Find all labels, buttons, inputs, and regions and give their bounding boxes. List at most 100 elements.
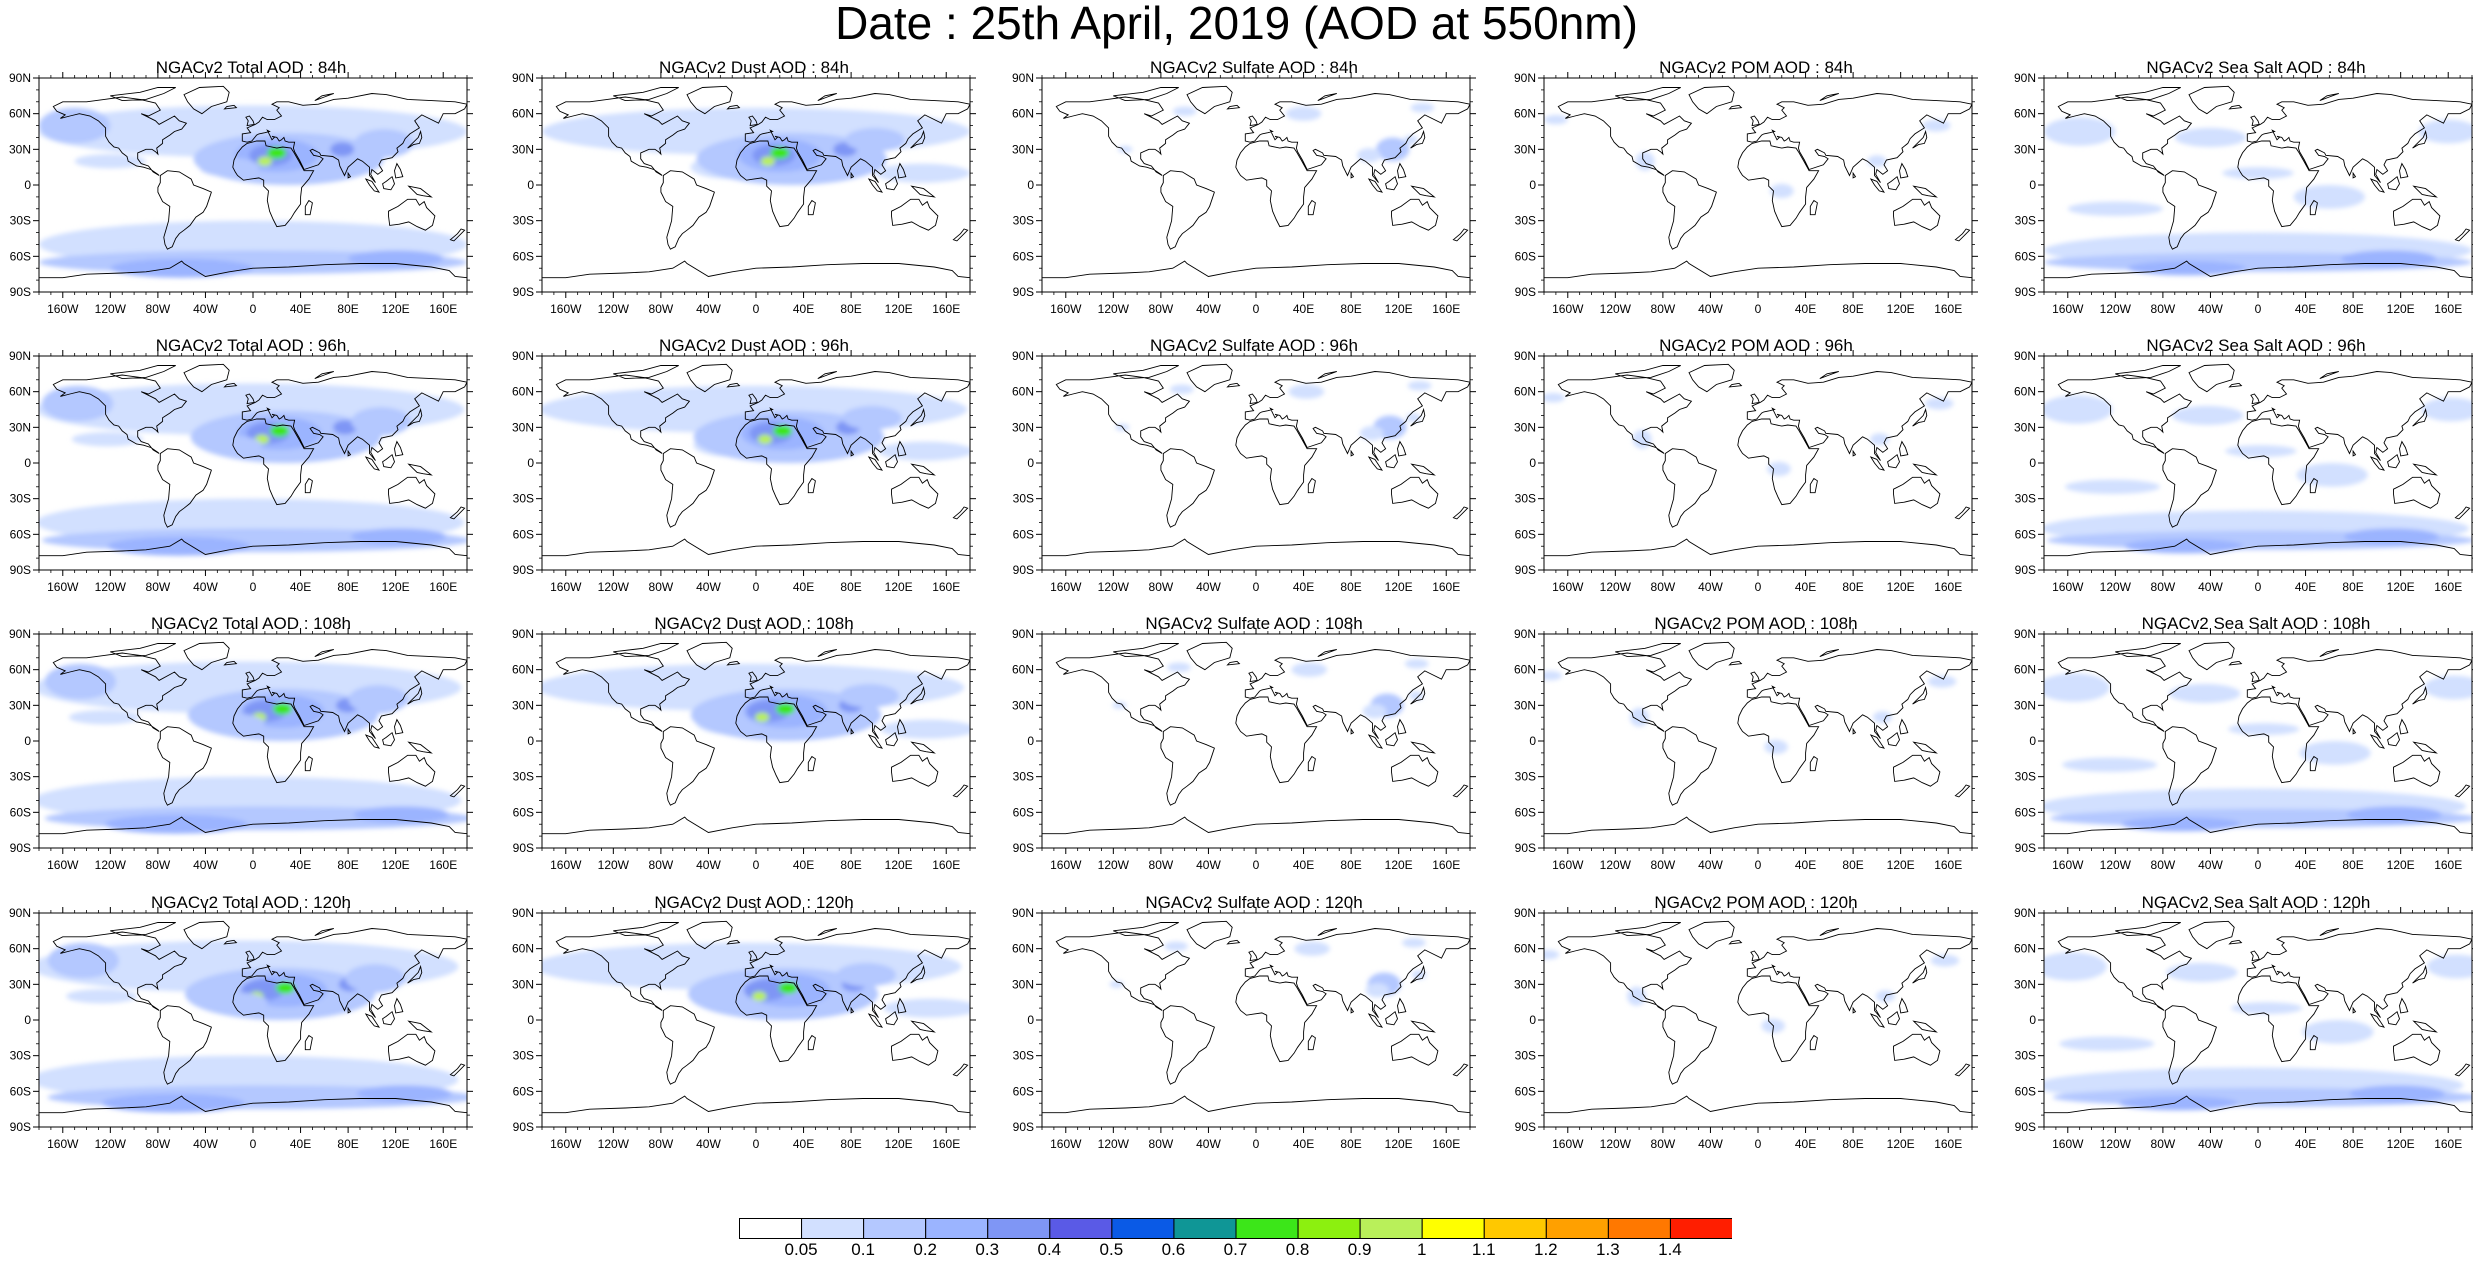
lon-tick-label: 160W [2052, 580, 2084, 594]
lon-tick-label: 80E [1340, 580, 1361, 594]
aod-plume [1767, 462, 1791, 476]
lon-tick-label: 120E [1887, 858, 1915, 872]
aod-plume [2122, 817, 2241, 831]
lon-tick-label: 160W [2052, 858, 2084, 872]
colorbar-swatch [1112, 1219, 1174, 1239]
lon-tick-label: 120W [2100, 1137, 2132, 1151]
aod-plume [878, 442, 973, 461]
lat-tick-label: 0 [2029, 1013, 2036, 1027]
lat-tick-label: 60N [9, 663, 31, 677]
lon-tick-label: 0 [1253, 302, 1260, 316]
lon-tick-label: 120W [95, 580, 127, 594]
lon-tick-label: 160E [1934, 1137, 1962, 1151]
aod-plume [2166, 963, 2237, 982]
aod-plume [1170, 385, 1194, 395]
aod-plume [2119, 1096, 2238, 1110]
aod-plume [2059, 1037, 2154, 1051]
lon-tick-label: 160W [2052, 302, 2084, 316]
lon-tick-label: 160E [2434, 580, 2462, 594]
lon-tick-label: 160W [47, 858, 79, 872]
lon-tick-label: 160E [2434, 858, 2462, 872]
lat-tick-label: 90N [1514, 627, 1536, 641]
lon-tick-label: 160E [932, 858, 960, 872]
aod-plume [758, 434, 772, 444]
aod-plume [2231, 1002, 2302, 1014]
lon-tick-label: 120W [1600, 580, 1632, 594]
colorbar-swatch [1608, 1219, 1670, 1239]
aod-plume [1402, 938, 1426, 948]
lon-tick-label: 80E [2342, 302, 2363, 316]
lon-tick-label: 160E [1432, 302, 1460, 316]
lat-tick-label: 0 [1027, 456, 1034, 470]
lat-tick-label: 30S [10, 770, 31, 784]
aod-plume [276, 982, 295, 994]
lon-tick-label: 0 [2255, 1137, 2262, 1151]
lat-tick-label: 30N [2014, 420, 2036, 434]
aod-plume [1357, 148, 1381, 162]
lon-tick-label: 40E [1293, 858, 1314, 872]
lat-tick-label: 60N [2014, 942, 2036, 956]
lon-tick-label: 80W [1149, 302, 1174, 316]
lon-tick-label: 80W [1651, 1137, 1676, 1151]
lon-tick-label: 160E [1432, 580, 1460, 594]
lat-tick-label: 60S [2015, 1084, 2036, 1098]
lat-tick-label: 90S [2015, 841, 2036, 855]
aod-plume [102, 1094, 245, 1113]
lon-tick-label: 120W [1098, 858, 1130, 872]
lon-tick-label: 40E [793, 858, 814, 872]
lon-tick-label: 40E [793, 302, 814, 316]
lat-tick-label: 30S [1515, 214, 1536, 228]
lon-tick-label: 0 [250, 580, 257, 594]
aod-plume [270, 425, 289, 437]
aod-plume [205, 714, 264, 733]
colorbar-swatch [1360, 1219, 1422, 1239]
aod-plume [1922, 120, 1951, 132]
lon-tick-label: 160E [429, 302, 457, 316]
colorbar-label: 0.9 [1348, 1240, 1372, 1258]
lat-tick-label: 30S [513, 492, 534, 506]
lat-tick-label: 30N [1514, 142, 1536, 156]
lat-tick-label: 30S [1013, 492, 1034, 506]
lat-tick-label: 90S [1013, 841, 1034, 855]
colorbar-swatch [988, 1219, 1050, 1239]
lat-tick-label: 90S [2015, 563, 2036, 577]
lat-tick-label: 90N [1514, 71, 1536, 85]
lon-tick-label: 40E [290, 1137, 311, 1151]
lon-tick-label: 160E [932, 580, 960, 594]
lat-tick-label: 90S [1013, 563, 1034, 577]
lon-tick-label: 40W [193, 1137, 218, 1151]
colorbar-swatch [926, 1219, 988, 1239]
lon-tick-label: 120E [885, 302, 913, 316]
lon-tick-label: 0 [753, 1137, 760, 1151]
lat-tick-label: 30N [512, 977, 534, 991]
lon-tick-label: 80E [1340, 858, 1361, 872]
lat-tick-label: 60S [1013, 249, 1034, 263]
lon-tick-label: 80E [840, 858, 861, 872]
lat-tick-label: 60S [1013, 527, 1034, 541]
lat-tick-label: 90S [1013, 285, 1034, 299]
lat-tick-label: 30S [2015, 770, 2036, 784]
lon-tick-label: 40W [2198, 1137, 2223, 1151]
lon-tick-label: 160E [1934, 580, 1962, 594]
lon-tick-label: 120W [598, 302, 630, 316]
lat-tick-label: 90S [1515, 841, 1536, 855]
aod-plume [2222, 167, 2293, 179]
lat-tick-label: 90N [512, 71, 534, 85]
lon-tick-label: 160E [932, 302, 960, 316]
lat-tick-label: 30S [513, 770, 534, 784]
colorbar-label: 0.4 [1037, 1240, 1061, 1258]
